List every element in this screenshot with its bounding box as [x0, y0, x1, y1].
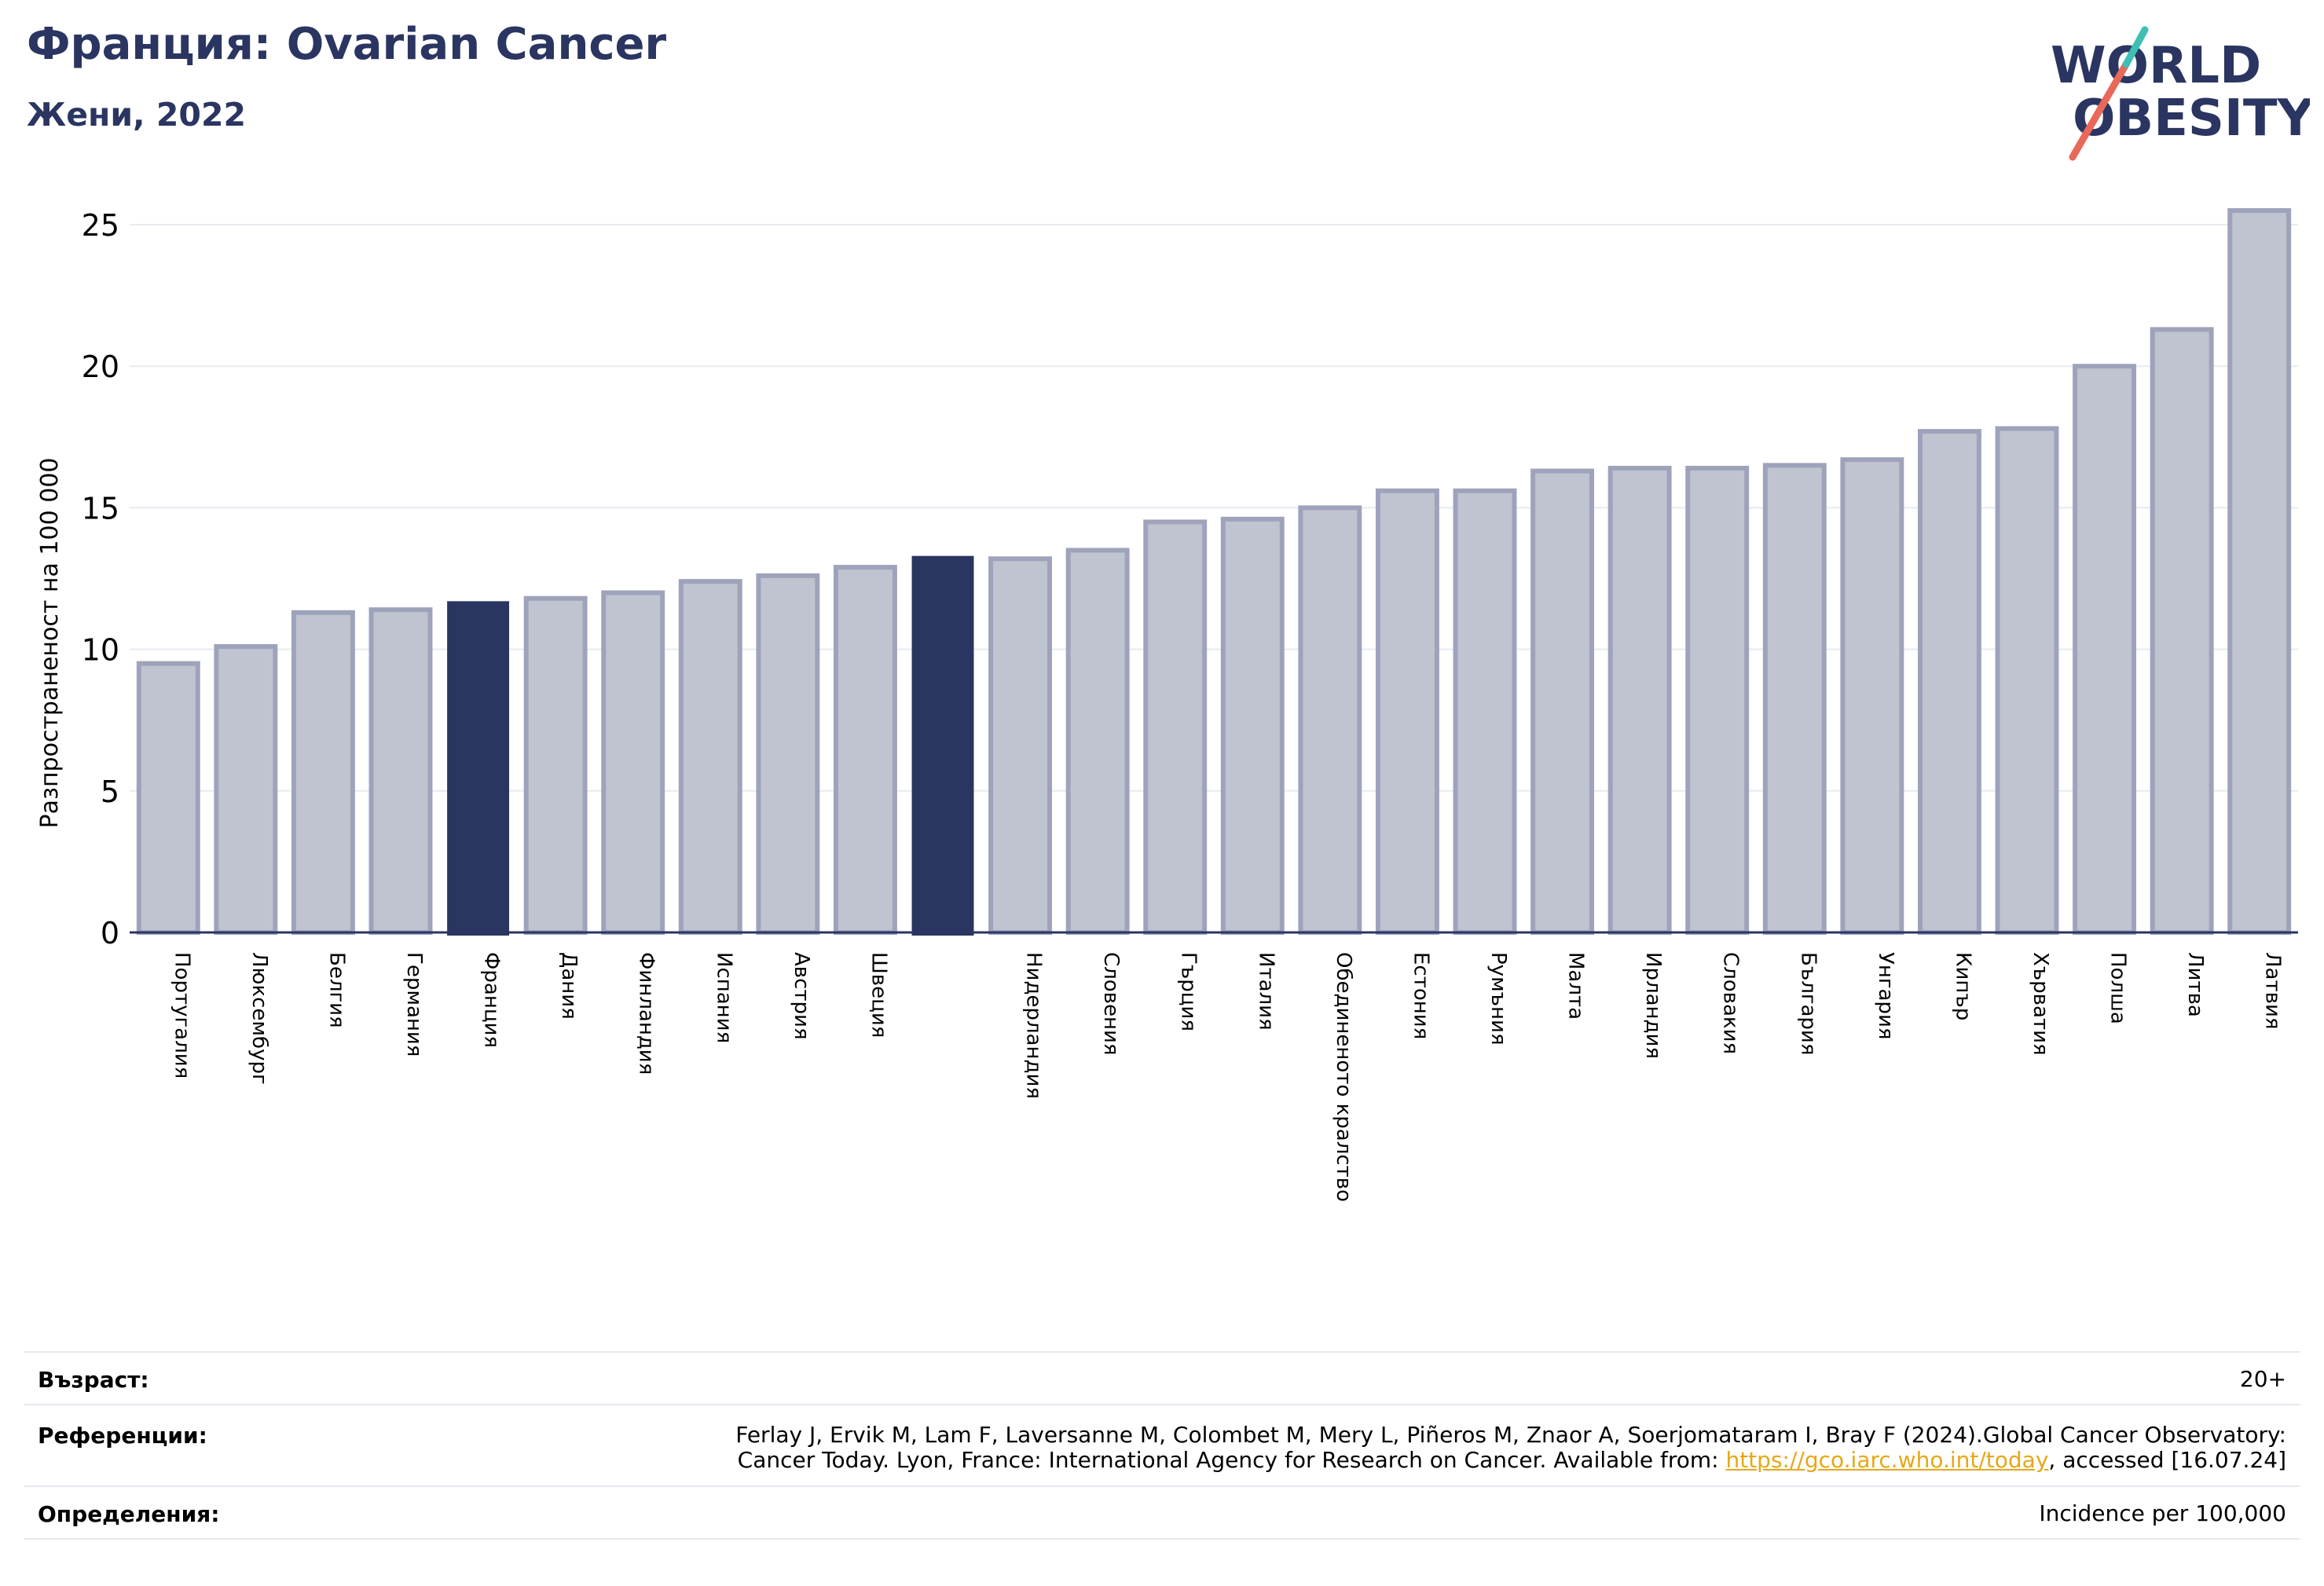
- x-tick-label: Естония: [1409, 952, 1432, 1039]
- y-tick-label: 5: [101, 775, 119, 809]
- y-axis-label: Разпространеност на 100 000: [36, 458, 64, 829]
- bar: [601, 590, 665, 935]
- y-tick-label: 25: [82, 208, 119, 243]
- x-tick-label: Латвия: [2261, 952, 2285, 1030]
- references-line-2a: Cancer Today. Lyon, France: Internationa…: [737, 1447, 1726, 1473]
- bar: [2150, 327, 2214, 935]
- age-value: 20+: [2239, 1366, 2286, 1392]
- x-tick-label: Хърватия: [2029, 952, 2052, 1056]
- bar: [1143, 519, 1208, 935]
- tick-labels: 0 5 10 15 20 25 Разпространеност на 100 000 Пор…: [36, 208, 2285, 1202]
- x-tick-label: Испания: [712, 952, 735, 1043]
- references-line-1: Ferlay J, Ervik M, Lam F, Laversanne M, …: [735, 1422, 2286, 1448]
- bar: [1917, 429, 1981, 935]
- bar: [1995, 426, 2059, 935]
- references-link[interactable]: https://gco.iarc.who.int/today: [1725, 1447, 2049, 1473]
- bar: [368, 607, 433, 936]
- bar: [523, 595, 588, 935]
- bar-highlight: [447, 601, 510, 936]
- y-tick-label: 20: [82, 350, 119, 384]
- x-tick-label: Гърция: [1177, 952, 1200, 1031]
- x-tick-label: Франция: [480, 952, 504, 1048]
- info-row-definitions: Определения: Incidence per 100,000: [24, 1485, 2300, 1540]
- world-obesity-logo: WORLD OBESITY: [2051, 26, 2310, 161]
- x-tick-label: Дания: [557, 952, 581, 1020]
- bar: [1607, 465, 1672, 935]
- logo-slash-red: [2069, 60, 2130, 161]
- info-table: Възраст: 20+ Референции: Ferlay J, Ervik…: [24, 1351, 2300, 1540]
- bar: [988, 556, 1053, 935]
- bar-chart: 0 5 10 15 20 25 Разпространеност на 100 000 Пор…: [36, 208, 2298, 1202]
- logo-line-world: WORLD: [2051, 37, 2261, 95]
- y-tick-label: 15: [82, 491, 119, 526]
- y-tick-label: 10: [82, 633, 119, 668]
- x-tick-label: Малта: [1564, 952, 1588, 1020]
- references-value: Ferlay J, Ervik M, Lam F, Laversanne M, …: [735, 1423, 2286, 1473]
- bar-highlight: [911, 555, 974, 936]
- x-tick-label: Словения: [1099, 952, 1123, 1056]
- x-tick-label: Полша: [2106, 952, 2130, 1024]
- bar: [833, 565, 897, 935]
- y-tick-label: 0: [101, 916, 119, 951]
- info-row-references: Референции: Ferlay J, Ervik M, Lam F, La…: [24, 1404, 2300, 1485]
- bar: [291, 610, 355, 935]
- definitions-label: Определения:: [38, 1501, 220, 1527]
- x-tick-label: Финландия: [635, 952, 658, 1075]
- x-tick-label: Ирландия: [1641, 952, 1665, 1059]
- logo-line-obesity: OBESITY: [2073, 90, 2310, 148]
- x-tick-label: Обединеното кралство: [1332, 952, 1355, 1202]
- x-tick-label: Австрия: [790, 952, 813, 1040]
- chart-title: Франция: Ovarian Cancer: [27, 19, 667, 70]
- x-tick-label: Белгия: [324, 952, 348, 1028]
- x-tick-label: България: [1796, 952, 1820, 1055]
- bar: [214, 644, 278, 935]
- x-tick-label: Нидерландия: [1022, 952, 1046, 1099]
- definitions-value: Incidence per 100,000: [2039, 1500, 2286, 1526]
- x-tick-label: Румъния: [1486, 952, 1510, 1046]
- x-tick-label: Литва: [2183, 952, 2207, 1017]
- bar: [1298, 505, 1362, 935]
- bar: [2227, 208, 2292, 935]
- bar: [1685, 465, 1750, 935]
- bar: [678, 579, 742, 935]
- bar: [1375, 488, 1439, 935]
- bars: [136, 208, 2292, 936]
- bar: [1220, 516, 1285, 935]
- chart-subtitle: Жени, 2022: [27, 96, 247, 134]
- bar: [2073, 364, 2137, 935]
- bar: [1840, 457, 1904, 935]
- bar: [1530, 468, 1595, 935]
- x-tick-label: Италия: [1254, 952, 1277, 1031]
- x-tick-label: Швеция: [867, 952, 890, 1038]
- x-tick-label: Кипър: [1951, 952, 1974, 1020]
- x-tick-label: Люксембург: [247, 952, 271, 1085]
- bar: [1065, 548, 1130, 935]
- bar: [1453, 488, 1517, 935]
- references-line-2b: , accessed [16.07.24]: [2048, 1447, 2286, 1473]
- bar: [136, 661, 200, 936]
- x-tick-label: Германия: [402, 952, 426, 1057]
- references-label: Референции:: [38, 1423, 207, 1449]
- x-tick-label: Португалия: [170, 952, 193, 1079]
- x-tick-label: Унгария: [1874, 952, 1897, 1039]
- logo-slash-teal: [2122, 26, 2149, 68]
- info-row-age: Възраст: 20+: [24, 1351, 2300, 1404]
- x-tick-label: Словакия: [1719, 952, 1743, 1054]
- bar: [1762, 463, 1827, 935]
- bar: [756, 573, 820, 936]
- age-label: Възраст:: [38, 1367, 149, 1393]
